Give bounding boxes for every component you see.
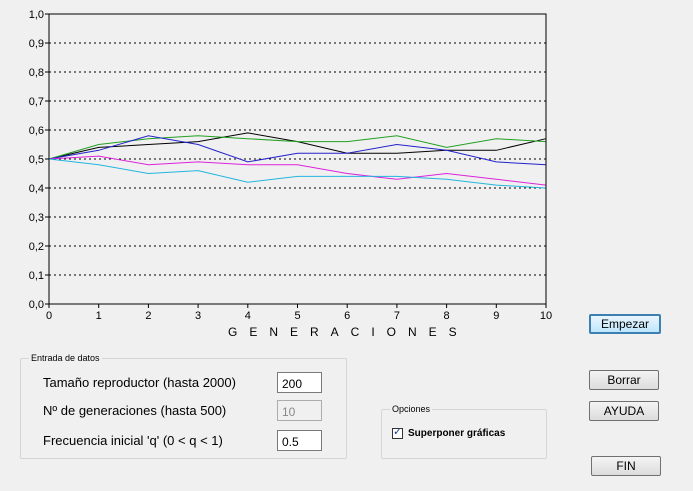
y-tick-label: 0,2: [29, 241, 44, 253]
chart: 0,0 0,1 0,2 0,3 0,4 0,5 0,6 0,7 0,8 0,9 1,0 0 1 2 3 4 5 6…: [29, 9, 552, 339]
empezar-button[interactable]: Empezar: [589, 314, 661, 334]
y-tick-label: 1,0: [29, 9, 44, 21]
entrada-datos-group: Entrada de datos: [20, 352, 347, 459]
opciones-group: Opciones: [381, 403, 547, 459]
series-line-5: [48, 158, 547, 189]
tamano-input[interactable]: [277, 372, 322, 393]
x-tick-label: 7: [394, 310, 400, 322]
series-line-4: [48, 155, 547, 186]
x-tick-label: 2: [145, 310, 151, 322]
y-tick-label: 0,0: [29, 299, 44, 311]
plot-frame: [48, 13, 547, 305]
y-tick-label: 0,7: [29, 96, 44, 108]
x-tick-label: 1: [96, 310, 102, 322]
generaciones-label: Nº de generaciones (hasta 500): [43, 403, 227, 418]
ayuda-button[interactable]: AYUDA: [589, 401, 659, 421]
superponer-checkbox[interactable]: ✓: [392, 426, 403, 439]
y-tick-label: 0,8: [29, 67, 44, 79]
x-axis-label: GENERACIONES: [228, 325, 469, 339]
superponer-label[interactable]: Superponer gráficas: [408, 428, 506, 439]
fin-button[interactable]: FIN: [591, 456, 661, 476]
y-tick-label: 0,1: [29, 270, 44, 282]
x-tick-label: 3: [195, 310, 201, 322]
borrar-button[interactable]: Borrar: [589, 370, 659, 390]
check-icon: ✓: [393, 426, 403, 438]
series-line-2: [48, 135, 547, 160]
y-tick-label: 0,4: [29, 183, 44, 195]
opciones-title: Opciones: [390, 403, 433, 415]
x-tick-label: 9: [493, 310, 499, 322]
series-line-1: [48, 132, 547, 160]
x-tick-label: 4: [245, 310, 251, 322]
frecuencia-label: Frecuencia inicial 'q' (0 < q < 1): [43, 433, 223, 448]
y-tick-label: 0,5: [29, 154, 44, 166]
y-tick-label: 0,6: [29, 125, 44, 137]
entrada-datos-title: Entrada de datos: [29, 352, 102, 364]
frecuencia-input[interactable]: [277, 430, 322, 451]
x-tick-label: 10: [540, 310, 552, 322]
x-tick-label: 6: [344, 310, 350, 322]
x-tick-label: 8: [444, 310, 450, 322]
series-line-3: [48, 135, 547, 166]
generaciones-input: [277, 400, 322, 421]
x-tick-label: 0: [46, 310, 52, 322]
y-tick-label: 0,3: [29, 212, 44, 224]
x-tick-label: 5: [294, 310, 300, 322]
y-tick-label: 0,9: [29, 38, 44, 50]
tamano-label: Tamaño reproductor (hasta 2000): [43, 375, 236, 390]
